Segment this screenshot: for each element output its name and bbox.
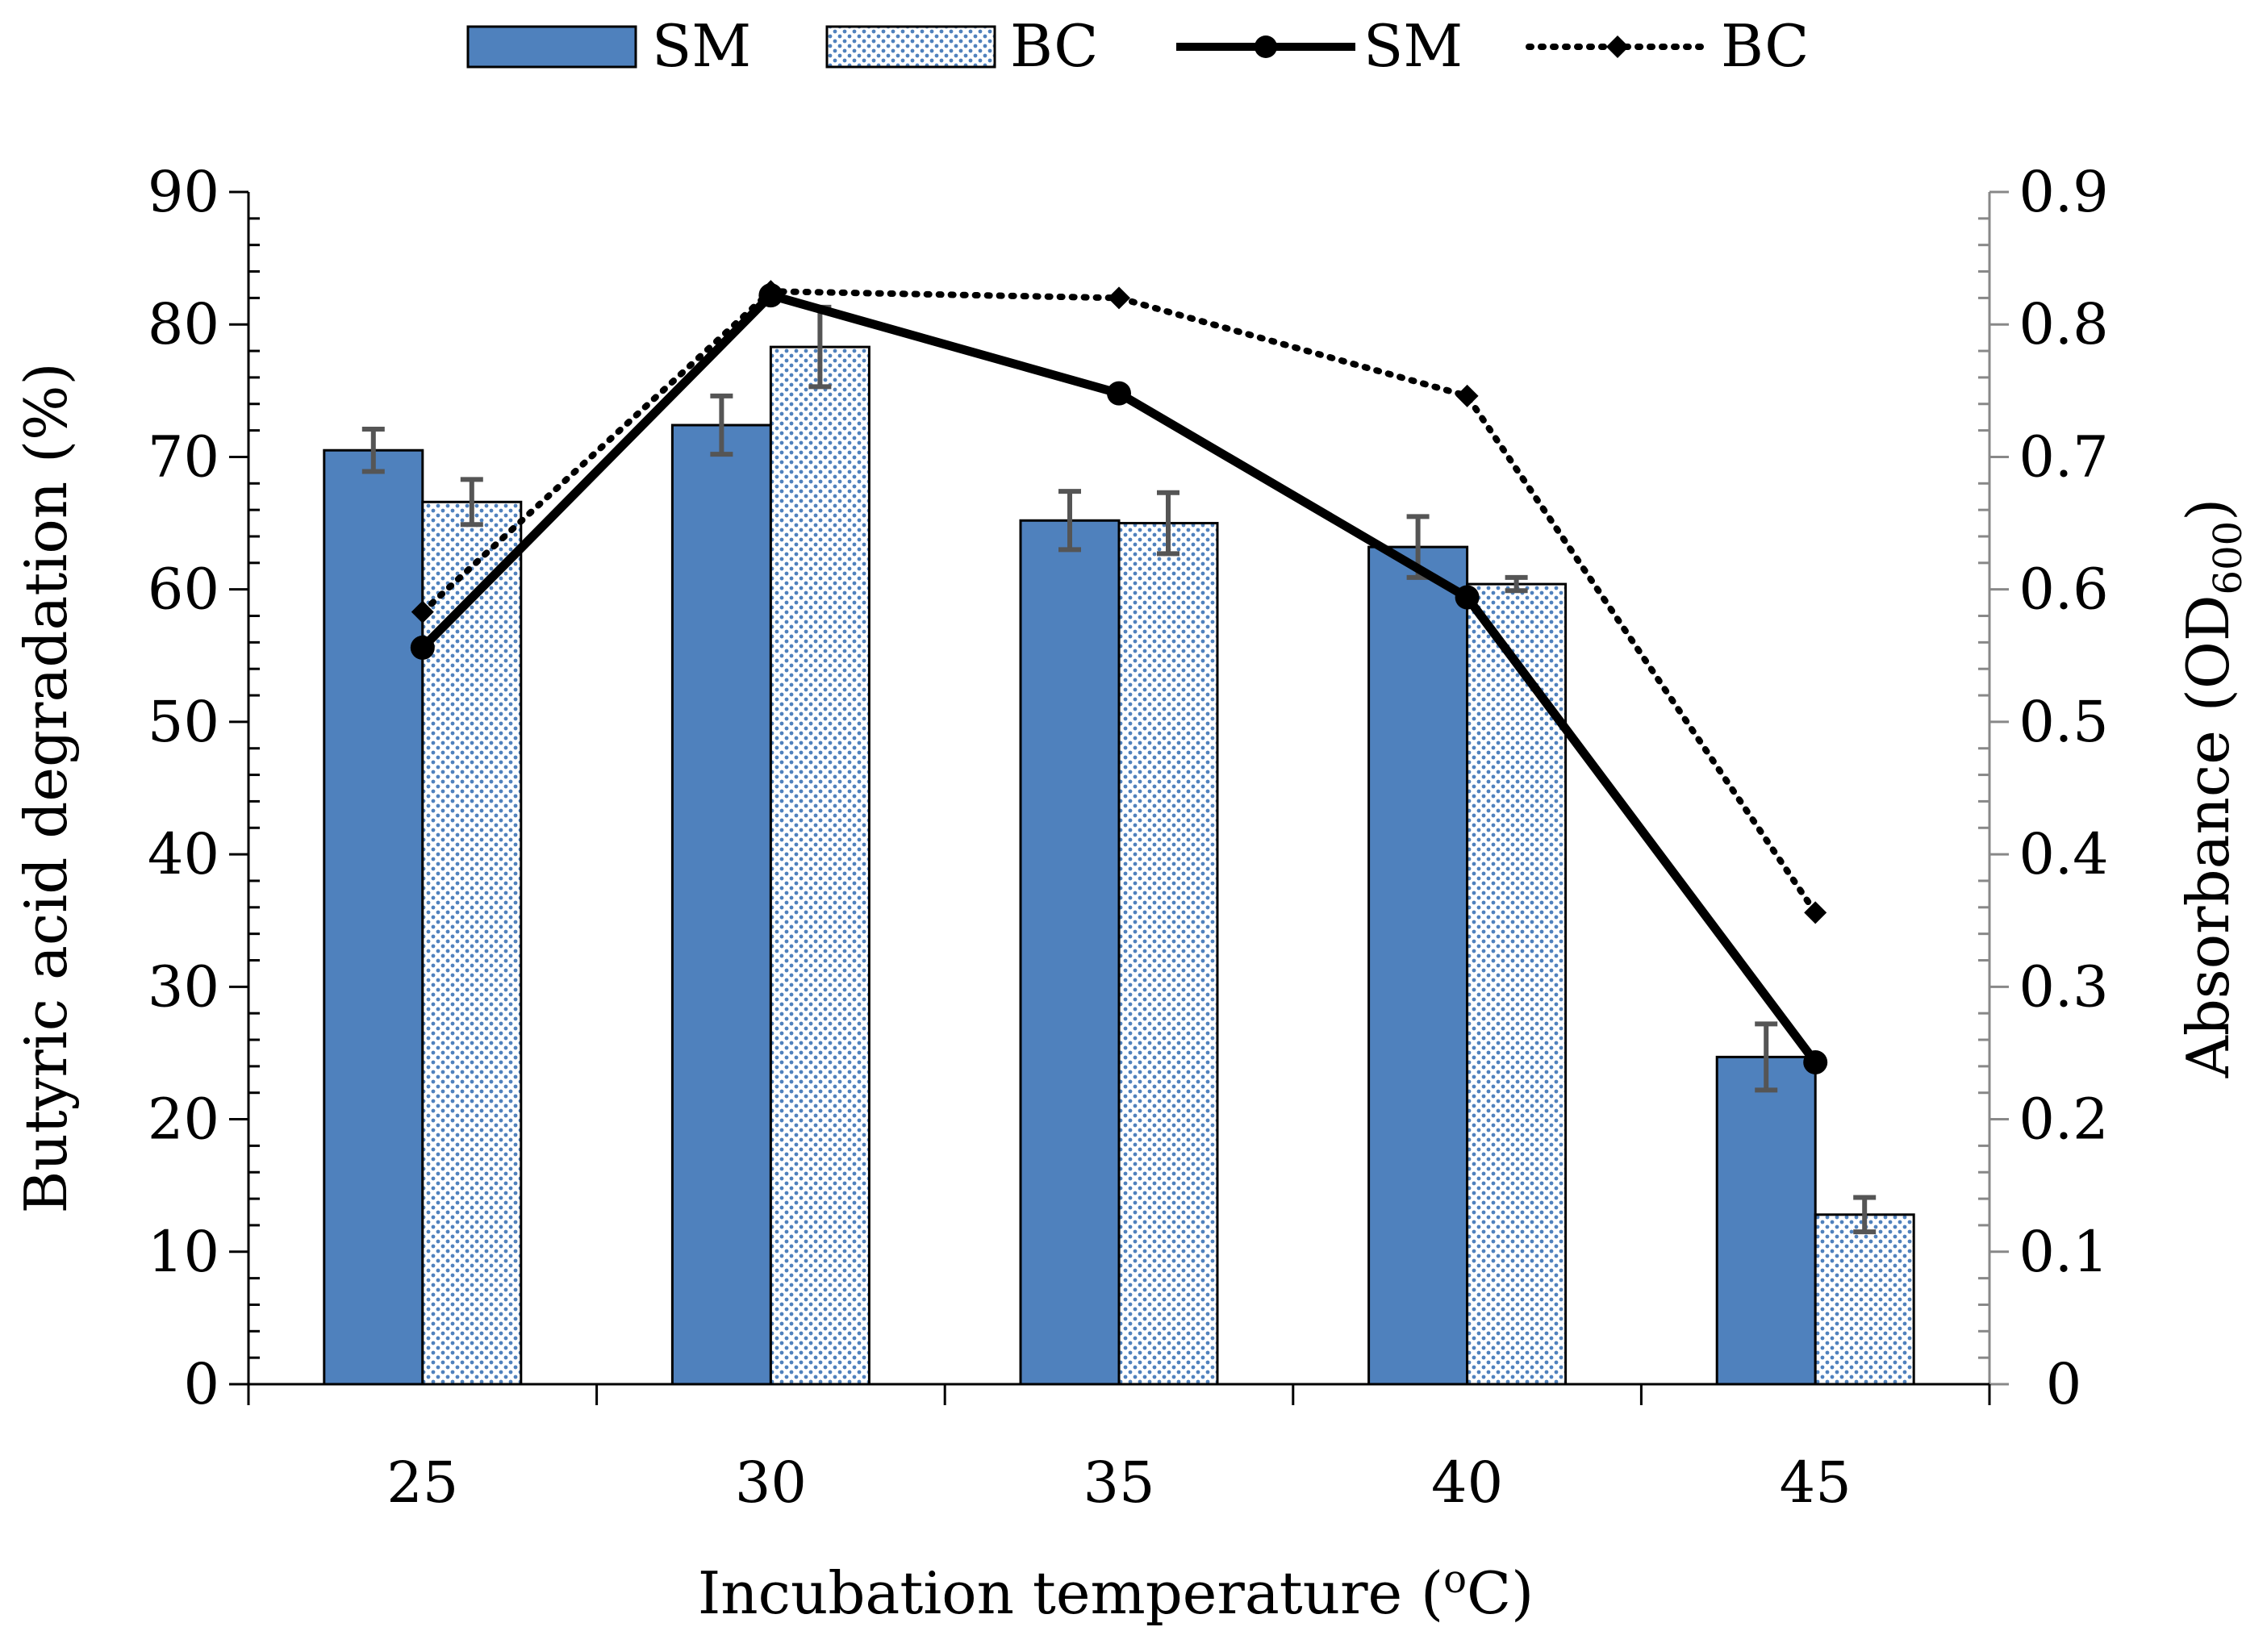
y-left-tick-label: 50 [148,689,219,755]
plot-area [323,280,1915,1386]
y-left-tick-label: 20 [148,1087,219,1153]
bar-bc-30 [769,345,870,1386]
y-right-tick-label: 0.4 [2019,821,2108,887]
y-left-tick-label: 70 [148,423,219,490]
bar-bc-35 [1117,522,1219,1386]
error-bar-sm-35 [1058,489,1081,553]
y-left-tick-label: 60 [148,557,219,623]
marker-bc-35 [1108,286,1130,310]
bar-bc-45 [1814,1213,1915,1386]
y-left-tick-label: 10 [148,1219,219,1285]
bar-sm-40 [1367,545,1469,1386]
x-tick-label-25: 25 [386,1450,458,1516]
marker-sm-25 [410,635,435,660]
marker-sm-45 [1803,1049,1828,1074]
x-tick-label-30: 30 [735,1450,807,1516]
error-bar-bc-45 [1853,1195,1877,1235]
y-right-tick-label: 0.3 [2019,953,2108,1020]
y-right-tick-label: 0.9 [2019,159,2108,225]
y-left-tick-label: 0 [183,1351,219,1417]
error-bar-bc-35 [1157,490,1179,557]
x-tick-label-45: 45 [1780,1450,1852,1516]
y-axis-right-title: Absorbance (OD600) [2174,499,2251,1079]
y-right-tick-label: 0 [2046,1351,2082,1417]
bar-sm-30 [670,423,772,1386]
error-bar-bc-40 [1505,574,1528,594]
y-right-tick-label: 0.5 [2019,689,2108,755]
x-tick-label-40: 40 [1431,1450,1503,1516]
y-right-tick-label: 0.7 [2019,423,2108,490]
bar-sm-45 [1715,1055,1817,1386]
marker-sm-35 [1107,381,1131,406]
error-bar-bc-25 [460,477,483,528]
y-left-tick-label: 40 [148,821,219,887]
y-axis-left-title: Butyric acid degradation (%) [12,362,80,1213]
error-bar-sm-30 [710,393,733,457]
y-left-tick-label: 30 [148,953,219,1020]
x-axis-title: Incubation temperature (oC) [698,1557,1534,1627]
y-right-tick-label: 0.6 [2019,557,2108,623]
legend-swatch-bc-bar [825,25,996,69]
legend: SM BC SM BC [466,12,1809,80]
x-axis-ticks: 25 30 35 40 45 [247,1384,1991,1516]
legend-label-bc-bar: BC [1010,12,1098,80]
marker-sm-40 [1455,585,1480,610]
error-bar-sm-25 [361,426,385,474]
y-left-tick-label: 80 [148,291,219,357]
legend-label-sm-line: SM [1363,12,1463,80]
marker-bc-25 [411,600,434,624]
legend-marker-sm [1255,35,1277,58]
legend-label-bc-line: BC [1721,12,1809,80]
marker-bc-40 [1455,384,1479,407]
y-left-tick-label: 90 [148,159,219,225]
bar-sm-25 [323,448,424,1386]
marker-bc-30 [759,280,783,303]
y-right-tick-label: 0.8 [2019,291,2108,357]
y-right-tick-label: 0.2 [2019,1087,2108,1153]
left-axis-ticks: 0 10 20 30 40 50 60 70 80 90 [148,159,260,1417]
bar-sm-35 [1019,519,1121,1386]
legend-label-sm-bar: SM [652,12,751,80]
right-axis-ticks: 0 0.1 0.2 0.3 0.4 0.5 0.6 0.7 0.8 0.9 [1978,159,2109,1417]
marker-bc-45 [1804,901,1827,924]
y-right-tick-label: 0.1 [2019,1219,2108,1285]
error-bar-sm-45 [1755,1021,1778,1093]
bar-bc-25 [421,500,523,1386]
legend-marker-bc [1606,35,1629,58]
x-tick-label-35: 35 [1083,1450,1154,1516]
legend-swatch-sm-bar [466,25,637,69]
